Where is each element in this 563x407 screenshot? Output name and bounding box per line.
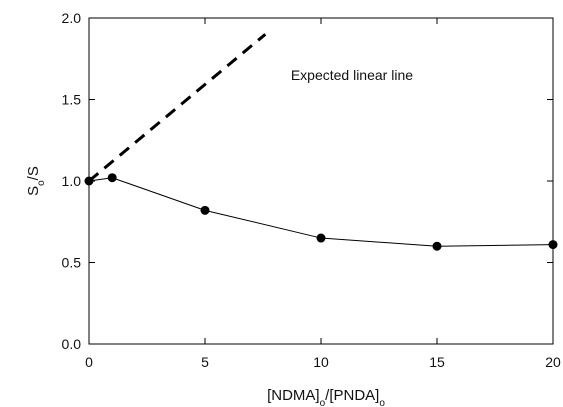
annotation-expected-linear-line: Expected linear line: [291, 67, 413, 83]
series-layer: [84, 33, 558, 251]
x-axis-title: [NDMA]o/[PNDA]o: [267, 387, 385, 407]
data-point-1: [107, 173, 117, 183]
data-point-2: [200, 205, 210, 215]
x-tick-label-4: 20: [545, 354, 561, 370]
x-tick-label-2: 10: [313, 354, 329, 370]
x-tick-label-0: 0: [85, 354, 93, 370]
text-span: o: [379, 398, 385, 407]
data-point-5: [548, 240, 558, 250]
x-tick-label-3: 15: [429, 354, 445, 370]
data-point-4: [432, 241, 442, 251]
y-tick-label-0: 0.0: [62, 336, 82, 352]
y-tick-label-3: 1.5: [62, 92, 82, 108]
x-tick-label-1: 5: [201, 354, 209, 370]
expected-line: [88, 33, 267, 183]
data-point-3: [316, 233, 326, 243]
y-axis-title: So/S: [25, 166, 47, 196]
text-span: o: [36, 180, 47, 186]
y-tick-label-1: 0.5: [62, 255, 82, 271]
text-span: o: [320, 398, 326, 407]
tick-layer: 0 5 10 15 20 0.0 0.5 1.0 1.5 2.0: [62, 10, 561, 370]
text-span: S: [25, 186, 42, 196]
y-tick-label-2: 1.0: [62, 173, 82, 189]
text-span: /S: [25, 166, 42, 180]
text-span: [NDMA]: [267, 387, 320, 404]
y-tick-label-4: 2.0: [62, 10, 82, 26]
text-span: /[PNDA]: [325, 387, 379, 404]
